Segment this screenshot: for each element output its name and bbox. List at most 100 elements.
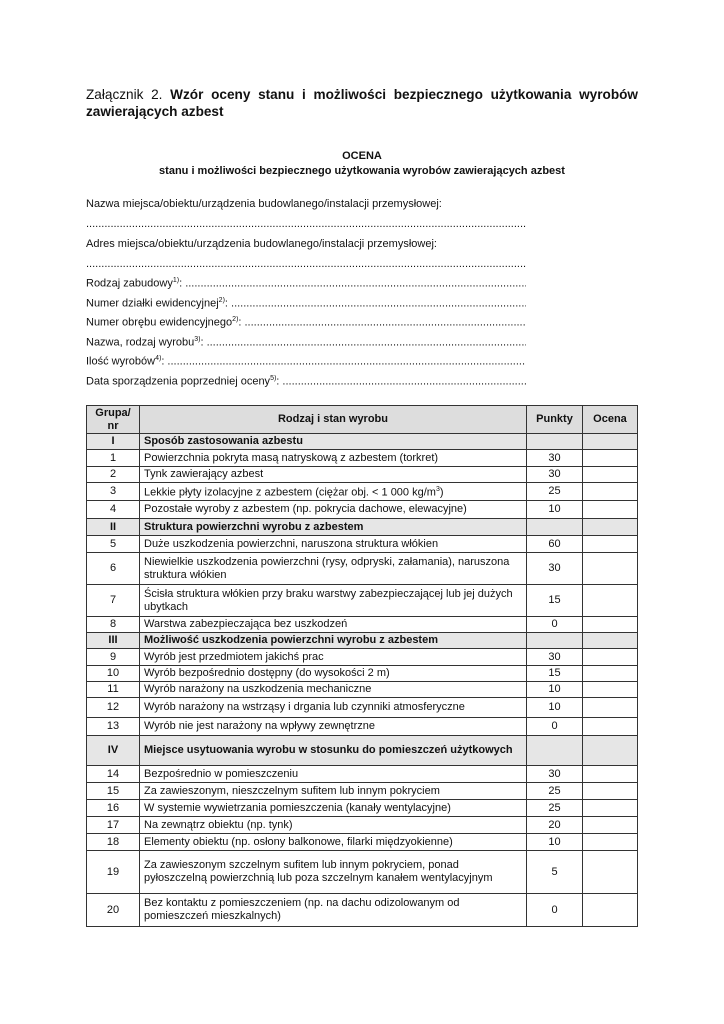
form-field[interactable]: Adres miejsca/obiektu/urządzenia budowla… [86, 238, 526, 250]
rating-cell[interactable] [582, 500, 638, 519]
points-cell: 30 [526, 466, 583, 483]
points-cell: 30 [526, 552, 583, 585]
row-description: Pozostałe wyroby z azbestem (np. pokryci… [139, 500, 527, 519]
row-description: Bez kontaktu z pomieszczeniem (np. na da… [139, 893, 527, 927]
row-description: Wyrób jest przedmiotem jakichś prac [139, 648, 527, 666]
rating-cell[interactable] [582, 850, 638, 894]
rating-cell[interactable] [582, 616, 638, 633]
table-row: 14 Bezpośrednio w pomieszczeniu 30 [86, 765, 638, 783]
heading-sub: stanu i możliwości bezpiecznego użytkowa… [159, 165, 565, 177]
field-label: Rodzaj zabudowy [86, 277, 173, 290]
rating-cell[interactable] [582, 518, 638, 536]
row-description: Warstwa zabezpieczająca bez uszkodzeń [139, 616, 527, 633]
form-field[interactable]: ........................................… [86, 258, 526, 270]
table-row: 7 Ścisła struktura włókien przy braku war… [86, 584, 638, 617]
points-cell [526, 518, 583, 536]
group-row: IV Miejsce usytuowania wyrobu w stosunku … [86, 735, 638, 766]
rating-cell[interactable] [582, 648, 638, 666]
points-cell: 20 [526, 816, 583, 834]
row-description: Ścisła struktura włókien przy braku wars… [139, 584, 527, 617]
rating-cell[interactable] [582, 717, 638, 736]
table-row: 4 Pozostałe wyroby z azbestem (np. pokryc… [86, 500, 638, 519]
table-row: 16 W systemie wywietrzania pomieszczenia … [86, 799, 638, 817]
table-row: 17 Na zewnątrz obiektu (np. tynk) 20 [86, 816, 638, 834]
table-row: 2 Tynk zawierający azbest 30 [86, 466, 638, 483]
document-title: Załącznik 2. Wzór oceny stanu i możliwoś… [86, 87, 639, 119]
rating-cell[interactable] [582, 552, 638, 585]
rating-cell[interactable] [582, 535, 638, 553]
field-label: Numer obrębu ewidencyjnego [86, 316, 233, 329]
points-cell: 0 [526, 616, 583, 633]
points-cell [526, 735, 583, 766]
row-number: 3 [86, 482, 140, 501]
points-cell: 25 [526, 782, 583, 800]
points-cell: 0 [526, 893, 583, 927]
form-field[interactable]: ........................................… [86, 218, 526, 230]
points-cell: 10 [526, 500, 583, 519]
points-cell: 10 [526, 681, 583, 698]
row-number: 7 [86, 584, 140, 617]
points-cell: 10 [526, 697, 583, 718]
table-row: 15 Za zawieszonym, nieszczelnym sufitem l… [86, 782, 638, 800]
table-row: 12 Wyrób narażony na wstrząsy i drgania l… [86, 697, 638, 718]
rating-cell[interactable] [582, 782, 638, 800]
row-number: 20 [86, 893, 140, 927]
table-row: 5 Duże uszkodzenia powierzchni, naruszona… [86, 535, 638, 553]
group-row: III Możliwość uszkodzenia powierzchni wyr… [86, 632, 638, 649]
row-description: Na zewnątrz obiektu (np. tynk) [139, 816, 527, 834]
rating-cell[interactable] [582, 482, 638, 501]
footnote-ref: 4) [155, 355, 162, 362]
form-field[interactable]: Nazwa, rodzaj wyrobu3): ................… [86, 336, 526, 349]
row-number: 11 [86, 681, 140, 698]
row-description: Wyrób narażony na wstrząsy i drgania lub… [139, 697, 527, 718]
rating-cell[interactable] [582, 735, 638, 766]
row-number: 4 [86, 500, 140, 519]
rating-cell[interactable] [582, 799, 638, 817]
field-label: Nazwa miejsca/obiektu/urządzenia budowla… [86, 198, 442, 210]
rating-cell[interactable] [582, 632, 638, 649]
points-cell: 15 [526, 665, 583, 682]
form-field[interactable]: Data sporządzenia poprzedniej oceny5): .… [86, 375, 526, 388]
form-field[interactable]: Rodzaj zabudowy1): .....................… [86, 277, 526, 290]
row-number: 2 [86, 466, 140, 483]
group-row: I Sposób zastosowania azbestu [86, 433, 638, 450]
row-description: Lekkie płyty izolacyjne z azbestem (cięż… [139, 482, 527, 501]
row-number: II [86, 518, 140, 536]
header-points: Punkty [526, 405, 583, 434]
form-field[interactable]: Nazwa miejsca/obiektu/urządzenia budowla… [86, 198, 526, 210]
rating-cell[interactable] [582, 697, 638, 718]
points-cell: 30 [526, 648, 583, 666]
group-row: II Struktura powierzchni wyrobu z azbeste… [86, 518, 638, 536]
rating-cell[interactable] [582, 665, 638, 682]
row-description: Elementy obiektu (np. osłony balkonowe, … [139, 833, 527, 851]
row-number: 16 [86, 799, 140, 817]
row-description: Wyrób narażony na uszkodzenia mechaniczn… [139, 681, 527, 698]
rating-cell[interactable] [582, 433, 638, 450]
form-field[interactable]: Ilość wyrobów4): .......................… [86, 355, 526, 368]
rating-cell[interactable] [582, 466, 638, 483]
table-row: 1 Powierzchnia pokryta masą natryskową z … [86, 449, 638, 467]
points-cell: 0 [526, 717, 583, 736]
rating-cell[interactable] [582, 584, 638, 617]
form-field[interactable]: Numer działki ewidencyjnej2): ..........… [86, 297, 526, 310]
row-description: Za zawieszonym, nieszczelnym sufitem lub… [139, 782, 527, 800]
rating-cell[interactable] [582, 893, 638, 927]
rating-cell[interactable] [582, 816, 638, 834]
form-field[interactable]: Numer obrębu ewidencyjnego2): ..........… [86, 316, 526, 329]
table-row: 8 Warstwa zabezpieczająca bez uszkodzeń 0 [86, 616, 638, 633]
points-cell [526, 632, 583, 649]
row-number: 18 [86, 833, 140, 851]
rating-cell[interactable] [582, 765, 638, 783]
field-label: Nazwa, rodzaj wyrobu [86, 336, 195, 349]
rating-cell[interactable] [582, 833, 638, 851]
header-rating: Ocena [582, 405, 638, 434]
row-number: IV [86, 735, 140, 766]
footnote-ref: 2) [218, 297, 225, 304]
points-cell: 15 [526, 584, 583, 617]
row-number: 15 [86, 782, 140, 800]
rating-cell[interactable] [582, 681, 638, 698]
rating-cell[interactable] [582, 449, 638, 467]
table-row: 13 Wyrób nie jest narażony na wpływy zewn… [86, 717, 638, 736]
row-description: Miejsce usytuowania wyrobu w stosunku do… [139, 735, 527, 766]
